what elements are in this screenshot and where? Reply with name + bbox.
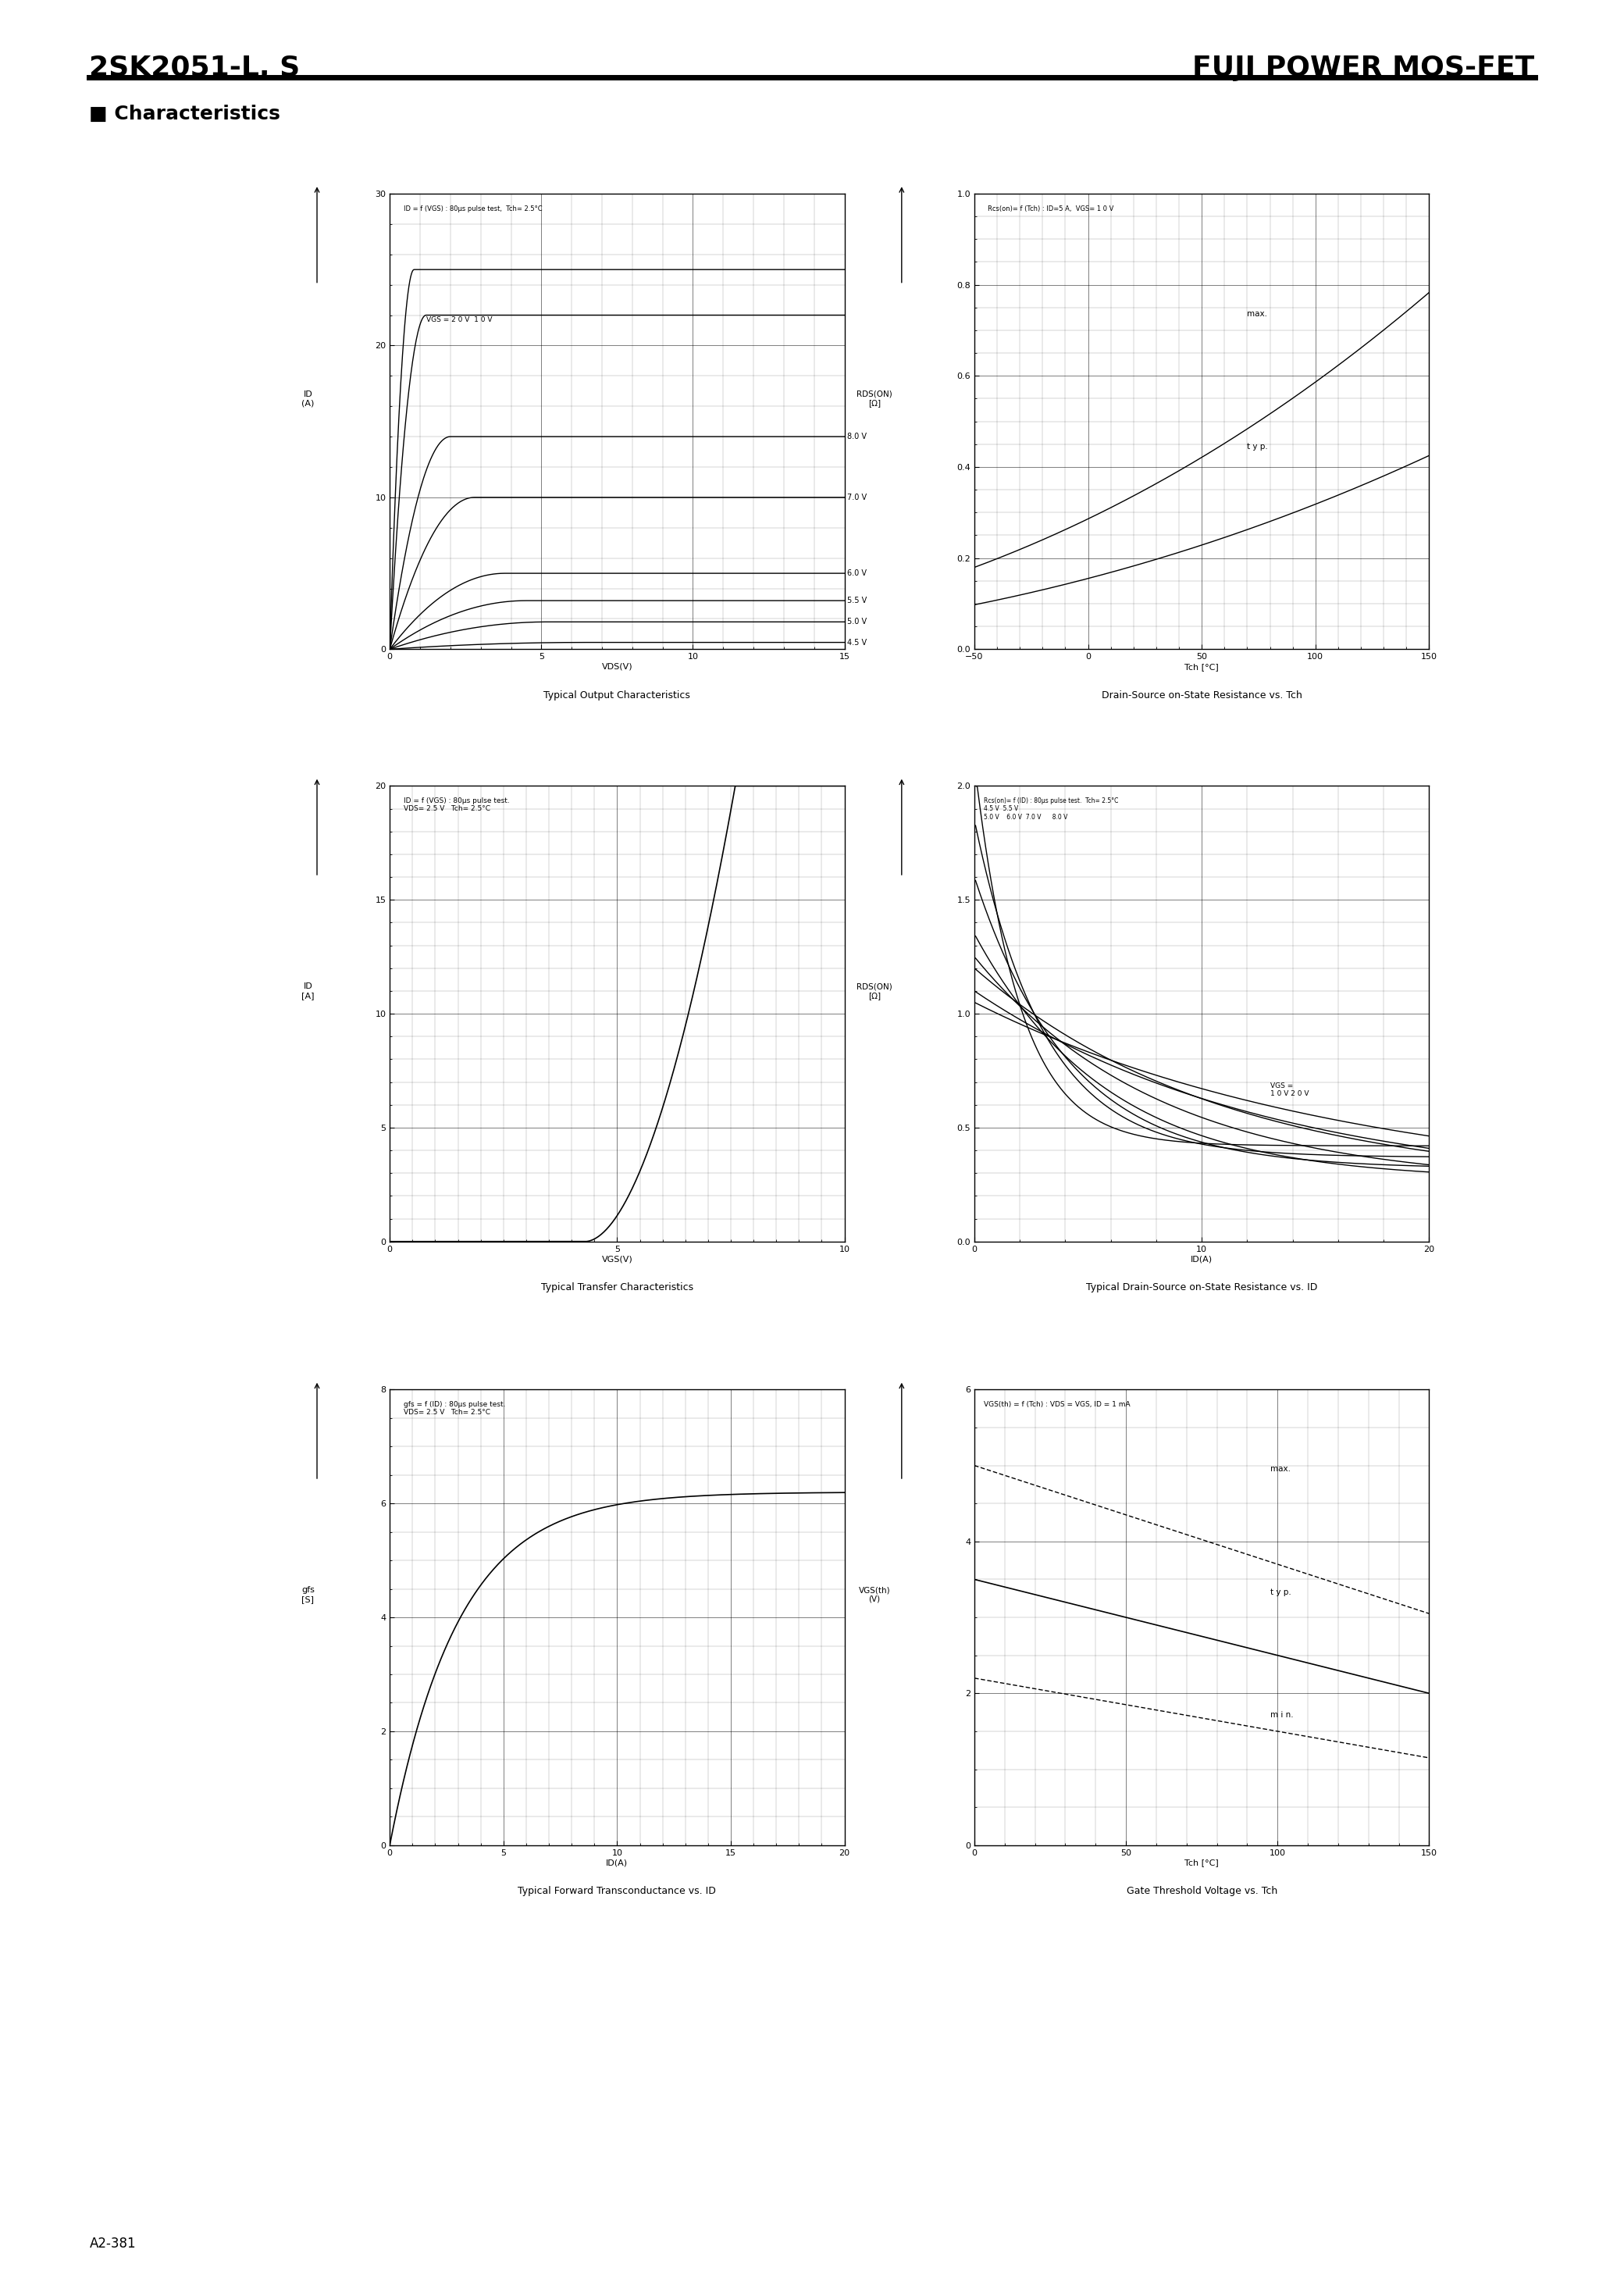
X-axis label: VGS(V): VGS(V)	[601, 1255, 633, 1262]
Text: ID
[A]: ID [A]	[302, 982, 315, 1000]
X-axis label: ID(A): ID(A)	[606, 1859, 628, 1866]
Text: ID = f (VGS) : 80μs pulse test,  Tch= 2.5°C: ID = f (VGS) : 80μs pulse test, Tch= 2.5…	[403, 205, 542, 212]
Text: t y p.: t y p.	[1247, 442, 1268, 451]
Text: Drain-Source on-State Resistance vs. Tch: Drain-Source on-State Resistance vs. Tch	[1101, 690, 1302, 699]
Text: Typical Forward Transconductance vs. ID: Typical Forward Transconductance vs. ID	[518, 1886, 716, 1895]
Text: gfs = f (ID) : 80μs pulse test.
VDS= 2.5 V   Tch= 2.5°C: gfs = f (ID) : 80μs pulse test. VDS= 2.5…	[403, 1401, 505, 1417]
Text: RDS(ON)
[Ω]: RDS(ON) [Ω]	[856, 982, 892, 1000]
Text: max.: max.	[1247, 310, 1268, 319]
Text: VGS =
1 0 V 2 0 V: VGS = 1 0 V 2 0 V	[1270, 1082, 1309, 1098]
Text: Gate Threshold Voltage vs. Tch: Gate Threshold Voltage vs. Tch	[1127, 1886, 1276, 1895]
Text: VGS = 2 0 V  1 0 V: VGS = 2 0 V 1 0 V	[425, 317, 492, 323]
Text: ID
(A): ID (A)	[302, 390, 315, 408]
X-axis label: ID(A): ID(A)	[1190, 1255, 1213, 1262]
Text: max.: max.	[1270, 1465, 1289, 1474]
Text: Rcs(on)= f (Tch) : ID=5 A,  VGS= 1 0 V: Rcs(on)= f (Tch) : ID=5 A, VGS= 1 0 V	[987, 205, 1114, 212]
Text: Typical Output Characteristics: Typical Output Characteristics	[544, 690, 690, 699]
Text: RDS(ON)
[Ω]: RDS(ON) [Ω]	[856, 390, 892, 408]
Text: m i n.: m i n.	[1270, 1711, 1293, 1720]
Text: ■ Characteristics: ■ Characteristics	[89, 105, 281, 123]
Text: 5.5 V: 5.5 V	[848, 597, 867, 604]
Text: Rcs(on)= f (ID) : 80μs pulse test.  Tch= 2.5°C
4.5 V  5.5 V
5.0 V    6.0 V  7.0 : Rcs(on)= f (ID) : 80μs pulse test. Tch= …	[984, 797, 1117, 820]
Text: 2SK2051-L, S: 2SK2051-L, S	[89, 55, 300, 82]
Text: VGS(th)
(V): VGS(th) (V)	[859, 1585, 890, 1604]
Text: ID = f (VGS) : 80μs pulse test.
VDS= 2.5 V   Tch= 2.5°C: ID = f (VGS) : 80μs pulse test. VDS= 2.5…	[403, 797, 510, 813]
Text: VGS(th) = f (Tch) : VDS = VGS, ID = 1 mA: VGS(th) = f (Tch) : VDS = VGS, ID = 1 mA	[984, 1401, 1130, 1408]
Text: A2-381: A2-381	[89, 2237, 136, 2251]
Text: 6.0 V: 6.0 V	[848, 570, 867, 576]
Text: gfs
[S]: gfs [S]	[302, 1585, 315, 1604]
Text: 5.0 V: 5.0 V	[848, 617, 867, 626]
Text: t y p.: t y p.	[1270, 1588, 1291, 1597]
Text: Typical Transfer Characteristics: Typical Transfer Characteristics	[541, 1283, 693, 1292]
Text: Typical Drain-Source on-State Resistance vs. ID: Typical Drain-Source on-State Resistance…	[1086, 1283, 1317, 1292]
Text: 8.0 V: 8.0 V	[848, 433, 867, 440]
X-axis label: Tch [°C]: Tch [°C]	[1184, 663, 1220, 670]
X-axis label: Tch [°C]: Tch [°C]	[1184, 1859, 1220, 1866]
Text: FUJI POWER MOS-FET: FUJI POWER MOS-FET	[1192, 55, 1535, 82]
X-axis label: VDS(V): VDS(V)	[601, 663, 633, 670]
Text: 4.5 V: 4.5 V	[848, 638, 867, 647]
Text: 7.0 V: 7.0 V	[848, 494, 867, 501]
